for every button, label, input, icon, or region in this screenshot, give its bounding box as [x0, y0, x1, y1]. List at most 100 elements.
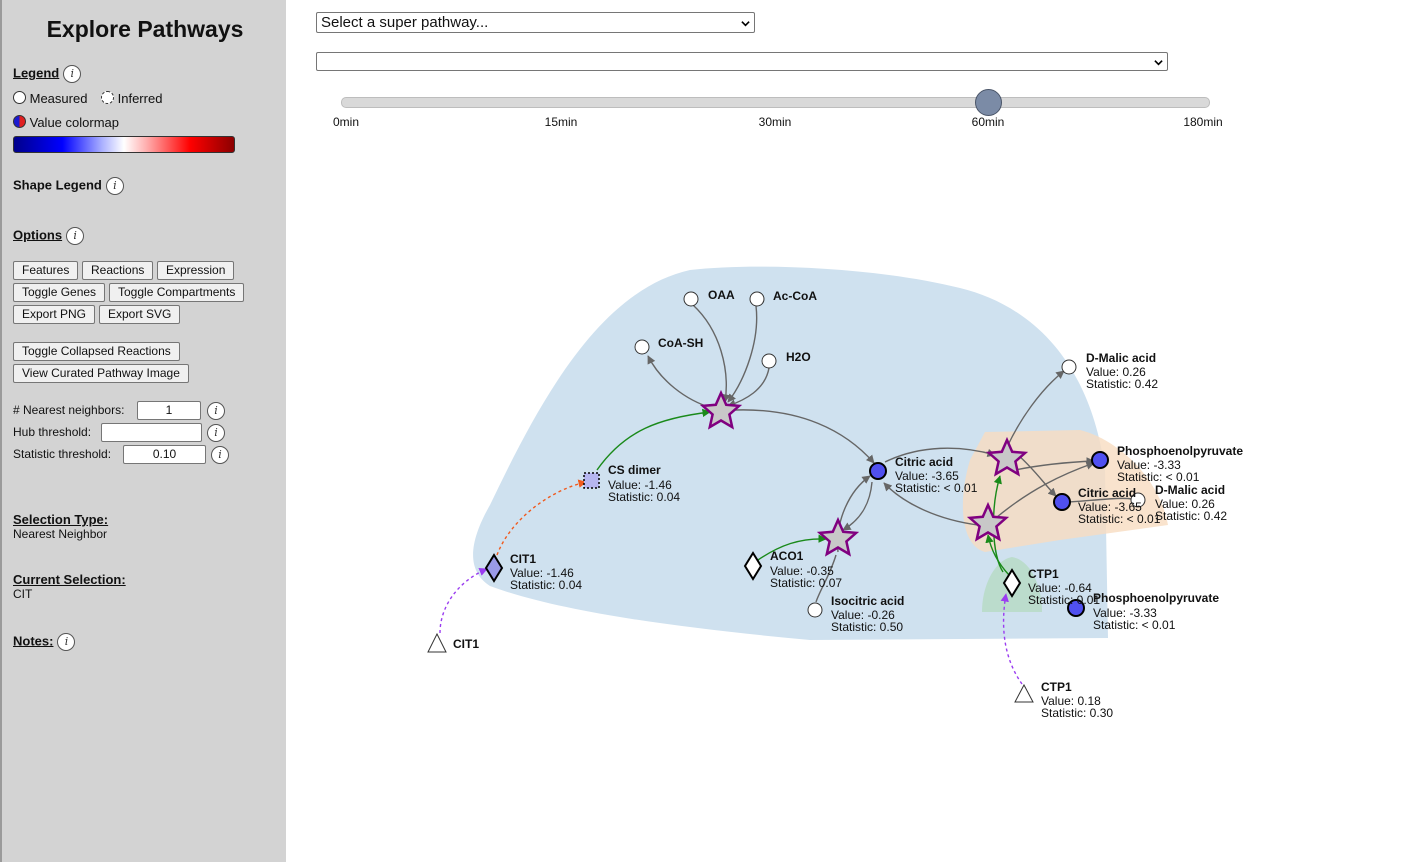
- toggle-genes-button[interactable]: Toggle Genes: [13, 283, 106, 302]
- metabolite-node-citric-acid[interactable]: [1053, 493, 1071, 511]
- node-statistic: Statistic: 0.01: [1028, 593, 1100, 607]
- toggle-compartments-button[interactable]: Toggle Compartments: [109, 283, 245, 302]
- complex-node-cs-dimer[interactable]: [583, 472, 600, 489]
- node-statistic: Statistic: 0.07: [770, 576, 842, 590]
- edge: [1014, 457, 1095, 471]
- node-label: CTP1: [1041, 680, 1072, 694]
- node-label: OAA: [708, 288, 735, 302]
- notes-info-icon[interactable]: i: [57, 633, 76, 651]
- sidebar: Explore Pathways Legend i Measured Inferr…: [0, 0, 286, 862]
- node-label: D-Malic acid: [1155, 483, 1225, 497]
- edge: [883, 482, 979, 526]
- node-value: Value: -1.46: [608, 478, 672, 492]
- metabolite-node-h2o[interactable]: [761, 353, 777, 369]
- metabolite-node-isocitric-acid[interactable]: [807, 602, 823, 618]
- view-curated-pathway-button[interactable]: View Curated Pathway Image: [13, 364, 189, 383]
- measured-circle-icon: [13, 91, 26, 104]
- shape-legend-info-icon[interactable]: i: [105, 177, 124, 195]
- metabolite-node-citric-acid[interactable]: [869, 462, 887, 480]
- tick-label: 60min: [971, 115, 1005, 129]
- compartment-cytosol[interactable]: [473, 266, 1108, 640]
- pathway-select[interactable]: [316, 52, 1168, 71]
- current-selection-heading: Current Selection:: [13, 572, 126, 587]
- nearest-neighbors-info-icon[interactable]: i: [207, 402, 225, 420]
- shape-legend-heading: Shape Legend: [13, 177, 102, 193]
- timepoint-slider-handle[interactable]: [975, 89, 1002, 116]
- chevron-down-icon: [741, 20, 750, 26]
- value-colormap-bar: [13, 136, 235, 153]
- node-label: CS dimer: [608, 463, 661, 477]
- edge: [692, 304, 731, 403]
- reaction-node-transport[interactable]: [985, 436, 1029, 477]
- statistic-threshold-label: Statistic threshold:: [13, 447, 112, 461]
- node-statistic: Statistic: < 0.01: [1078, 512, 1161, 526]
- metabolite-node-phosphoenolpyruvate[interactable]: [1067, 599, 1085, 617]
- activation-edge: [596, 408, 711, 471]
- metabolite-node-acetyl-coa[interactable]: [749, 291, 765, 307]
- metabolite-node-phosphoenolpyruvate[interactable]: [1091, 451, 1109, 469]
- node-statistic: Statistic: 0.04: [608, 490, 680, 504]
- timepoint-slider-track[interactable]: [341, 97, 1210, 108]
- edge: [734, 409, 875, 464]
- legend-info-icon[interactable]: i: [63, 65, 82, 83]
- hub-threshold-label: Hub threshold:: [13, 425, 92, 439]
- hub-threshold-input[interactable]: [101, 423, 202, 442]
- protein-node-ctp1[interactable]: [1002, 568, 1022, 598]
- edge: [1007, 370, 1065, 446]
- node-label: Citric acid: [895, 455, 953, 469]
- inferred-label: Inferred: [117, 91, 163, 106]
- node-label: Ac-CoA: [773, 289, 817, 303]
- inferred-legend-item: Inferred: [101, 91, 162, 106]
- measured-legend-item: Measured: [13, 91, 87, 106]
- node-value: Value: 0.18: [1041, 694, 1101, 708]
- export-png-button[interactable]: Export PNG: [13, 305, 96, 324]
- gene-edge: [1000, 593, 1023, 685]
- node-label: Phosphoenolpyruvate: [1117, 444, 1243, 458]
- measured-label: Measured: [29, 91, 88, 106]
- current-selection-value: CIT: [13, 587, 33, 601]
- edge: [1017, 454, 1057, 497]
- inferred-circle-icon: [101, 91, 114, 104]
- edge: [884, 447, 996, 463]
- node-label: Phosphoenolpyruvate: [1093, 591, 1219, 605]
- hub-threshold-info-icon[interactable]: i: [207, 424, 225, 442]
- metabolite-node-oaa[interactable]: [683, 291, 699, 307]
- statistic-threshold-input[interactable]: 0.10: [123, 445, 206, 464]
- metabolite-node-coa-sh[interactable]: [634, 339, 650, 355]
- nearest-neighbors-input[interactable]: 1: [137, 401, 201, 420]
- toggle-collapsed-reactions-button[interactable]: Toggle Collapsed Reactions: [13, 342, 180, 361]
- colormap-circle-icon: [13, 115, 26, 128]
- edge: [842, 481, 873, 531]
- node-value: Value: -0.35: [770, 564, 834, 578]
- node-statistic: Statistic: 0.50: [831, 620, 903, 634]
- super-pathway-select[interactable]: Select a super pathway...: [316, 12, 755, 33]
- notes-section: Notes: i: [13, 633, 76, 651]
- node-statistic: Statistic: < 0.01: [895, 481, 978, 495]
- node-label: D-Malic acid: [1086, 351, 1156, 365]
- reactions-button[interactable]: Reactions: [82, 261, 154, 280]
- reaction-node-aconitase[interactable]: [816, 516, 860, 557]
- node-label: CTP1: [1028, 567, 1059, 581]
- reaction-node-citrate-synthase[interactable]: [699, 389, 743, 430]
- edge: [727, 305, 758, 403]
- metabolite-node-d-malic-acid[interactable]: [1130, 492, 1146, 508]
- export-svg-button[interactable]: Export SVG: [99, 305, 181, 324]
- gene-edge: [439, 567, 488, 634]
- gene-node-ctp1[interactable]: [1014, 683, 1034, 703]
- reaction-node-citrate-transport[interactable]: [966, 501, 1010, 542]
- gene-node-cit1[interactable]: [427, 632, 447, 653]
- expression-button[interactable]: Expression: [157, 261, 235, 280]
- protein-node-aco1[interactable]: [743, 551, 763, 581]
- tick-label: 0min: [332, 115, 359, 129]
- node-statistic: Statistic: 0.30: [1041, 706, 1113, 720]
- node-value: Value: -3.65: [895, 469, 959, 483]
- metabolite-node-d-malic-acid[interactable]: [1061, 359, 1077, 375]
- protein-node-cit1[interactable]: [484, 553, 504, 583]
- node-value: Value: -3.33: [1093, 606, 1157, 620]
- legend-heading: Legend: [13, 65, 60, 81]
- options-info-icon[interactable]: i: [66, 227, 85, 245]
- features-button[interactable]: Features: [13, 261, 79, 280]
- statistic-threshold-info-icon[interactable]: i: [211, 446, 229, 464]
- node-label: CoA-SH: [658, 336, 703, 350]
